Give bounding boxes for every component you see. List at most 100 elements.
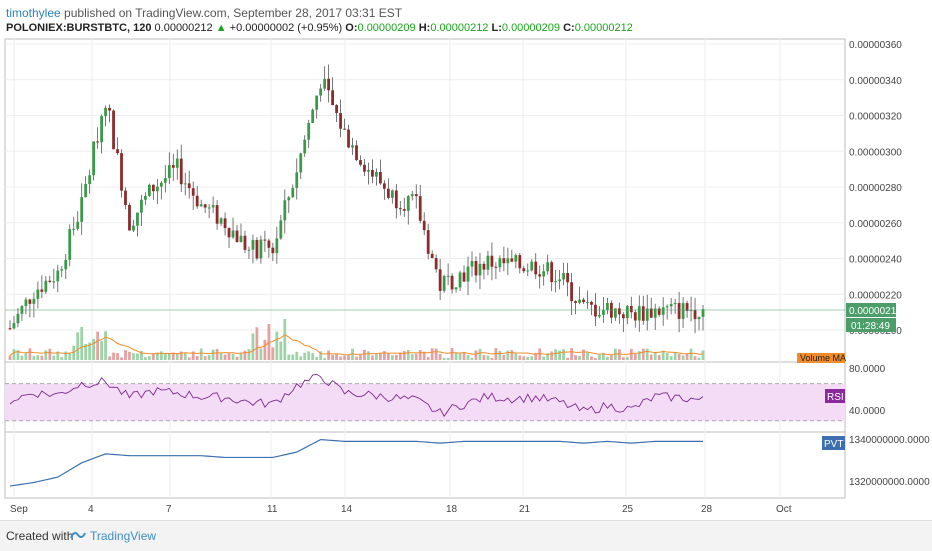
candle-body — [92, 141, 96, 176]
volume-bar — [367, 351, 370, 360]
grid — [5, 39, 845, 498]
candle-body — [44, 280, 48, 292]
published-text: published on TradingView.com, September … — [64, 6, 403, 20]
volume-bar — [450, 348, 454, 360]
volume-bar — [239, 352, 243, 360]
candle-body — [462, 272, 466, 282]
price-axis-label: 0.00000220 — [849, 290, 902, 301]
volume-ma-line — [9, 334, 704, 356]
high-value: 0.00000212 — [430, 22, 489, 34]
candle-body — [96, 141, 100, 143]
candle-body — [625, 306, 629, 319]
volume-bar — [673, 352, 677, 360]
volume-bar — [315, 357, 319, 360]
volume-bar — [542, 356, 546, 360]
volume-bar — [359, 354, 362, 360]
volume-bar — [414, 353, 418, 360]
volume-bar — [327, 350, 331, 360]
candle-body — [52, 281, 56, 283]
candle-body — [32, 298, 36, 304]
candle-body — [355, 145, 358, 161]
candle-body — [570, 282, 573, 302]
candle-body — [486, 255, 490, 270]
volume-bar — [179, 351, 183, 360]
low-value: 0.00000209 — [501, 22, 561, 34]
volume-bar — [562, 349, 566, 360]
candle-body — [478, 263, 482, 276]
candle-body — [315, 95, 319, 110]
candles — [8, 64, 705, 334]
volume-bar — [386, 353, 390, 360]
candle-body — [375, 172, 378, 177]
pvt-line — [9, 438, 704, 487]
volume-bar — [147, 356, 151, 360]
volume-bar — [578, 355, 581, 360]
tradingview-brand[interactable]: TradingView — [90, 529, 157, 543]
volume-bar — [92, 338, 96, 360]
volume-bar — [187, 357, 191, 360]
candle-body — [653, 308, 657, 318]
volume-bar — [247, 349, 251, 360]
volume-bar — [32, 356, 36, 360]
volume-bar — [375, 353, 378, 360]
rsi-label-40: 40.0000 — [849, 406, 886, 417]
high-label: H: — [418, 22, 431, 34]
candle-body — [530, 261, 534, 271]
volume-bar — [502, 355, 506, 360]
candle-body — [48, 280, 52, 282]
volume-bar — [594, 357, 597, 360]
volume-bar — [534, 352, 538, 360]
volume-bar — [382, 351, 386, 360]
date-axis-label: 4 — [88, 504, 94, 515]
candle-body — [171, 165, 175, 168]
candle-body — [60, 269, 64, 271]
candle-body — [112, 110, 115, 150]
volume-bar — [56, 351, 60, 360]
candle-body — [454, 287, 458, 290]
candle-body — [303, 139, 307, 154]
candle-body — [16, 313, 20, 324]
volume-bar — [291, 354, 295, 360]
volume-bar — [283, 318, 287, 360]
pvt-badge[interactable] — [822, 436, 845, 450]
candle-body — [442, 275, 446, 291]
volume-bar — [84, 344, 88, 360]
pvt-indicator — [9, 438, 704, 487]
rsi-badge[interactable] — [825, 389, 845, 403]
candle-body — [371, 169, 374, 177]
candle-body — [363, 164, 366, 172]
candle-body — [187, 183, 191, 189]
volume-bar — [155, 352, 159, 360]
header-line-2: POLONIEX:BURSTBTC, 120 0.00000212 ▲ +0.0… — [6, 22, 633, 34]
date-axis: Sep 4 7 11 14 18 21 25 28 Oct — [10, 504, 792, 515]
chart-canvas[interactable]: 0.00000360 0.00000340 0.00000320 0.00000300… — [0, 0, 932, 520]
candle-body — [183, 183, 187, 185]
price-pane[interactable] — [4, 38, 846, 363]
candle-body — [40, 289, 44, 292]
candle-body — [657, 308, 661, 315]
volume-bar — [398, 352, 402, 360]
candle-body — [116, 149, 119, 154]
price-axis-label: 0.00000340 — [849, 76, 902, 87]
author-link[interactable]: timothylee — [6, 6, 61, 20]
volume-ma-badge[interactable] — [797, 353, 845, 363]
volume-bar — [159, 351, 163, 360]
candle-body — [227, 228, 231, 238]
candle-body — [482, 263, 486, 270]
candle-body — [207, 207, 211, 209]
candle-body — [359, 160, 362, 165]
volume-bar — [390, 355, 394, 360]
candle-body — [418, 196, 422, 221]
candle-body — [522, 268, 526, 272]
volume-bar — [518, 355, 522, 360]
volume-bar — [681, 355, 685, 360]
candle-body — [554, 281, 558, 283]
volume-bar — [12, 349, 16, 360]
volume-bar — [430, 348, 434, 360]
volume-bar — [689, 348, 693, 360]
candle-body — [474, 261, 478, 276]
candle-body — [151, 184, 155, 192]
candle-body — [100, 116, 103, 143]
volume-bar — [406, 350, 410, 360]
volume-bar — [610, 355, 613, 360]
